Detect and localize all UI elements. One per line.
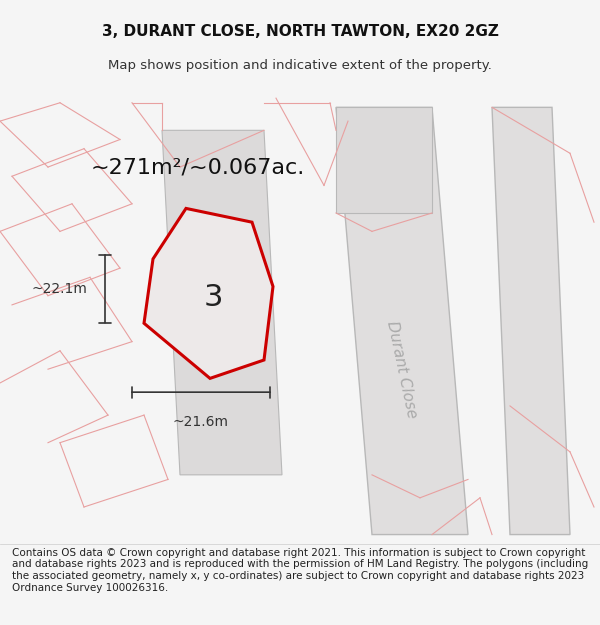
Text: ~271m²/~0.067ac.: ~271m²/~0.067ac. (91, 157, 305, 177)
Text: ~21.6m: ~21.6m (173, 415, 229, 429)
Polygon shape (336, 107, 432, 213)
Text: Durant Close: Durant Close (385, 319, 419, 419)
Polygon shape (162, 130, 282, 475)
Text: 3: 3 (203, 284, 223, 312)
Text: ~22.1m: ~22.1m (31, 282, 87, 296)
Polygon shape (492, 107, 570, 534)
Text: Map shows position and indicative extent of the property.: Map shows position and indicative extent… (108, 59, 492, 72)
Text: Contains OS data © Crown copyright and database right 2021. This information is : Contains OS data © Crown copyright and d… (12, 548, 588, 592)
Polygon shape (144, 208, 273, 378)
Text: 3, DURANT CLOSE, NORTH TAWTON, EX20 2GZ: 3, DURANT CLOSE, NORTH TAWTON, EX20 2GZ (101, 24, 499, 39)
Polygon shape (336, 107, 468, 534)
